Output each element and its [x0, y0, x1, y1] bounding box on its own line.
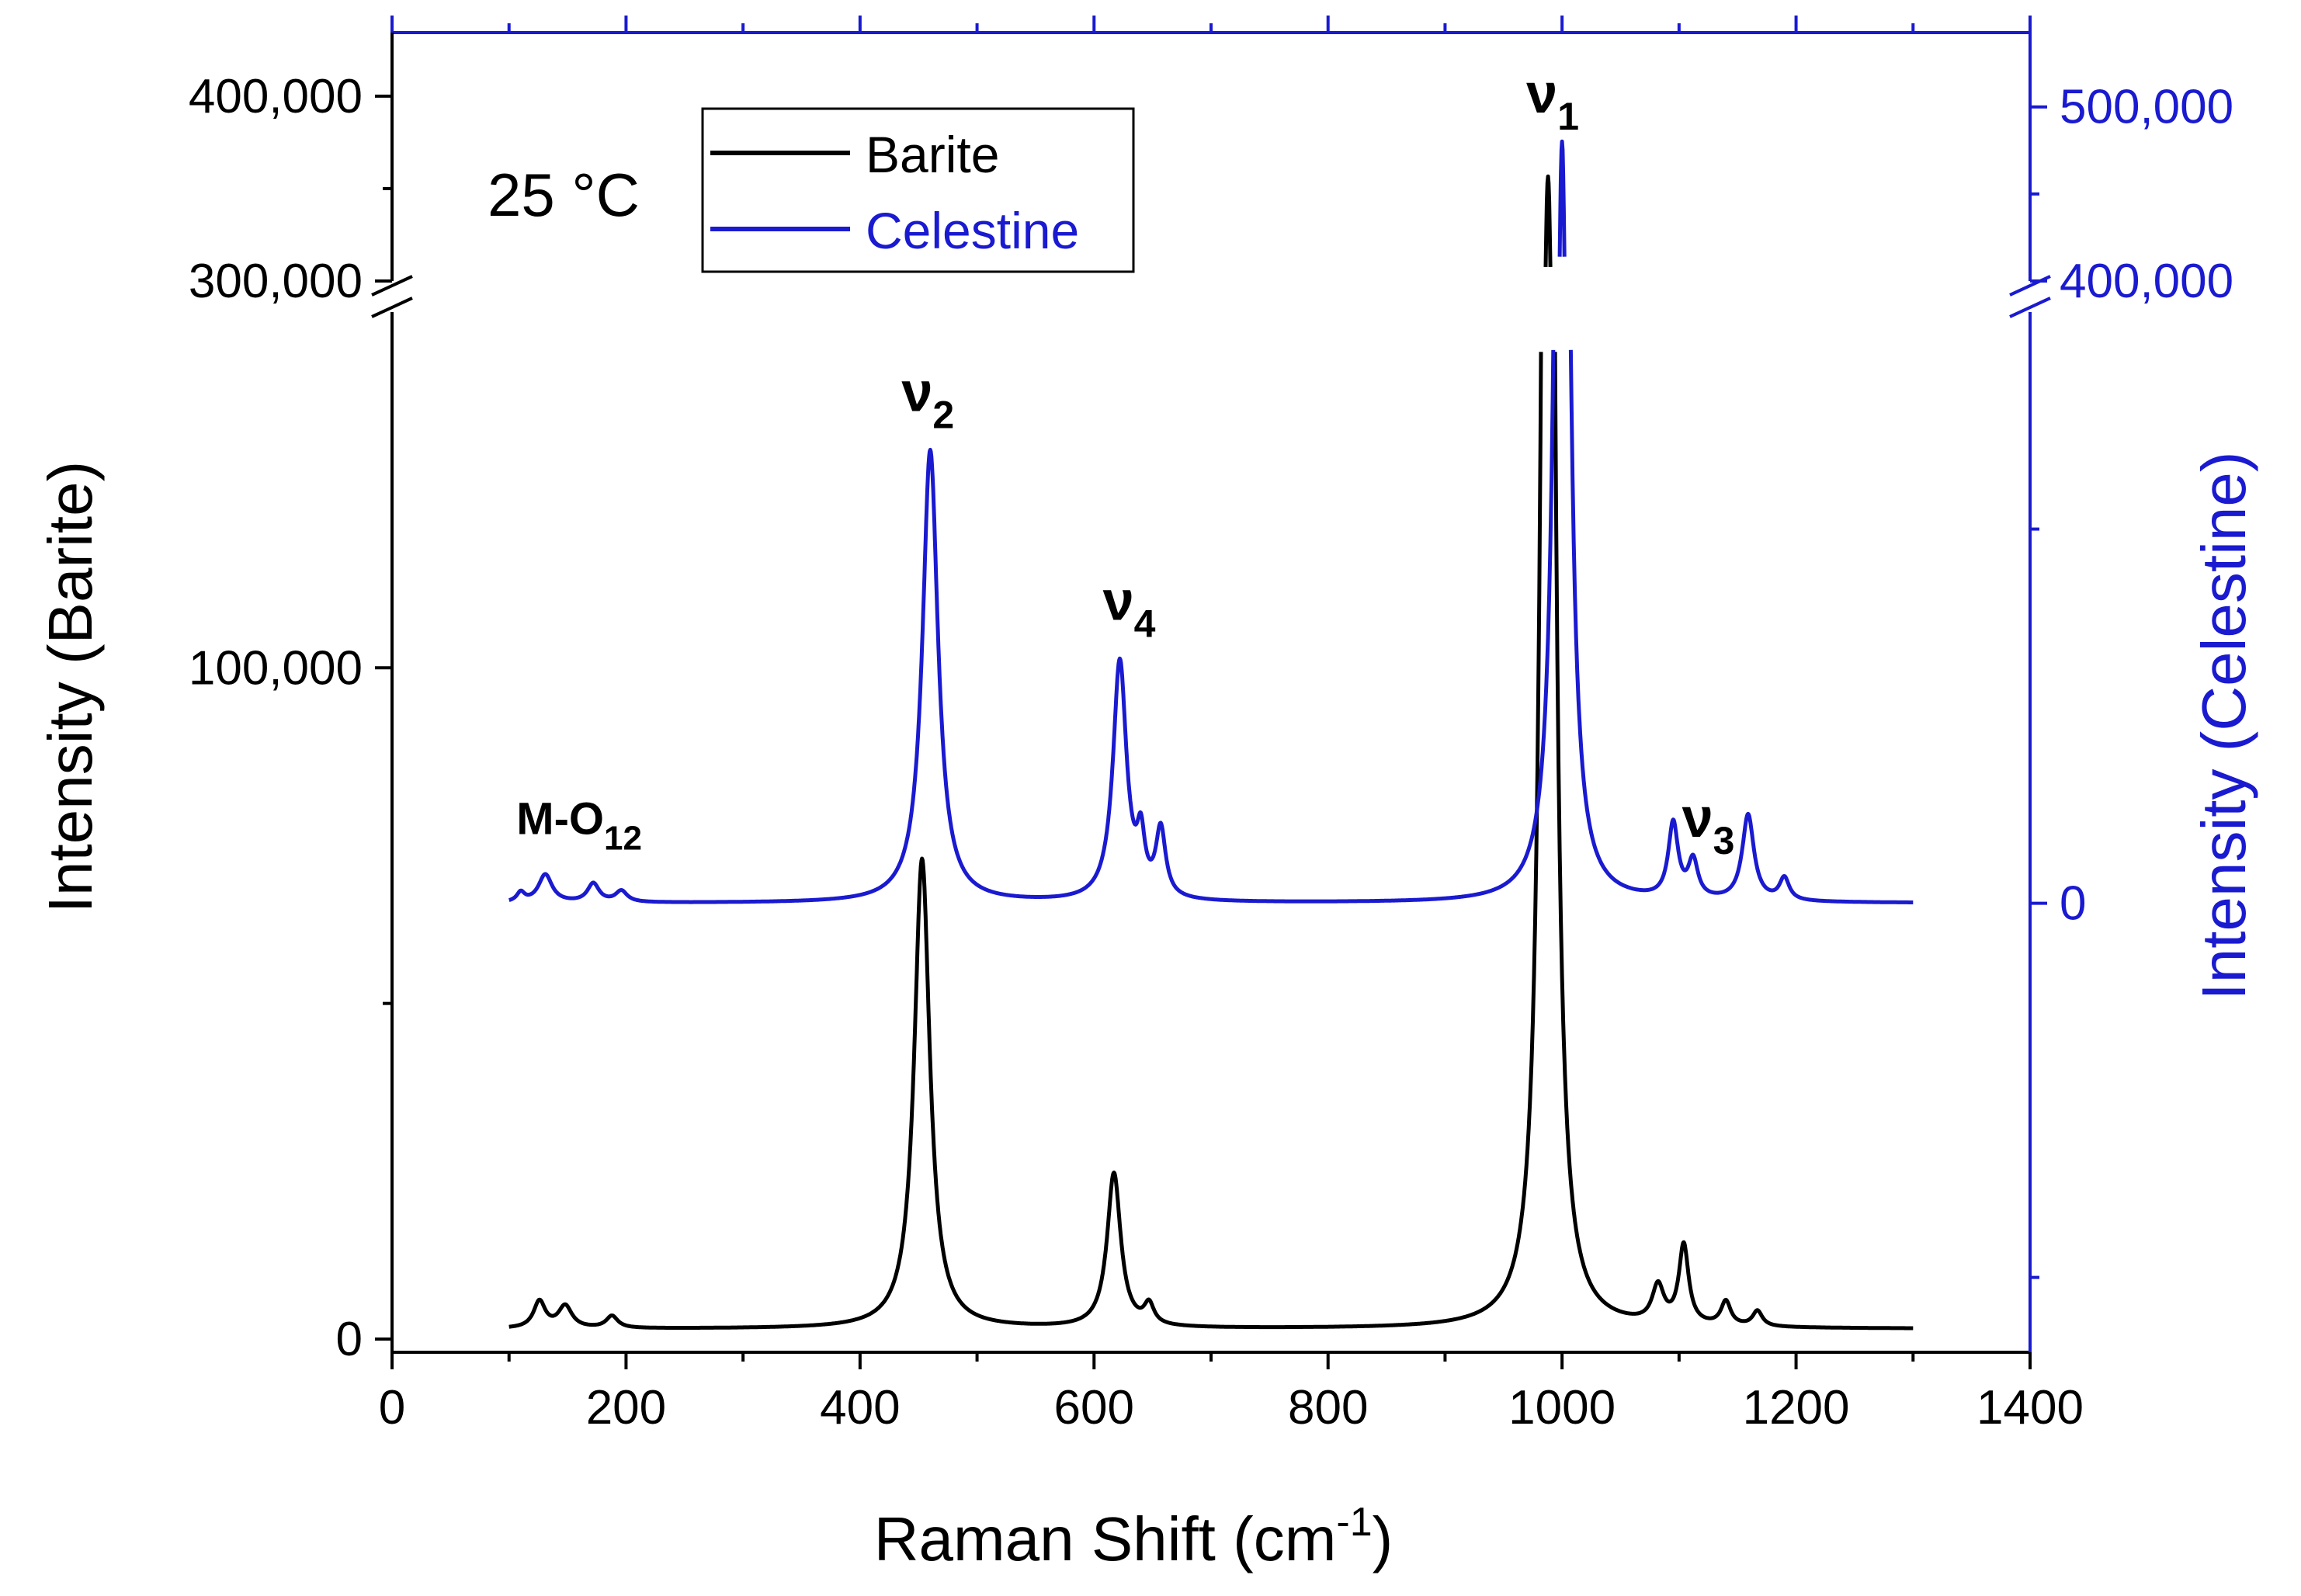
y-right-tick-label: 0 — [2060, 877, 2086, 931]
y-axis-right-break-mark-bottom — [2009, 297, 2051, 318]
x-tick-label: 0 — [379, 1381, 405, 1435]
y-left-tick-label: 100,000 — [189, 641, 363, 695]
peak-label-m-o12: M-O12 — [516, 793, 642, 857]
legend-box — [701, 107, 1135, 273]
y-axis-left-break-mark-top — [371, 275, 413, 297]
series-layer — [508, 139, 1914, 1331]
peak-label-nu3: ν3 — [1682, 787, 1735, 862]
plot-frame — [371, 31, 2051, 1354]
y-left-tick-label: 0 — [336, 1313, 363, 1366]
x-tick-label: 1400 — [1976, 1381, 2084, 1435]
y-axis-left-title: Intensity (Barite) — [36, 461, 105, 913]
legend-label-barite: Barite — [866, 126, 999, 183]
x-axis-title: Raman Shift (cm-1) — [874, 1500, 1393, 1573]
y-axis-right-title: Intensity (Celestine) — [2189, 452, 2258, 1001]
temperature-annotation: 25 °C — [488, 161, 640, 229]
legend-label-celestine: Celestine — [866, 202, 1079, 259]
x-tick-label: 400 — [820, 1381, 900, 1435]
peak-label-nu2: ν2 — [901, 361, 954, 436]
peak-label-nu4: ν4 — [1103, 570, 1156, 645]
series-line-barite — [508, 174, 1914, 1331]
labels-layer: M-O12 ν2 ν4 ν1 ν3 — [516, 63, 1734, 862]
series-line-celestine — [508, 139, 1914, 904]
y-right-tick-label: 500,000 — [2060, 81, 2233, 134]
x-tick-label: 800 — [1288, 1381, 1368, 1435]
x-tick-label: 1000 — [1508, 1381, 1616, 1435]
x-tick-label: 1200 — [1743, 1381, 1850, 1435]
y-left-tick-label: 400,000 — [189, 70, 363, 123]
y-left-tick-label: 300,000 — [189, 255, 363, 308]
legend: Barite Celestine — [701, 107, 1135, 273]
x-tick-label: 200 — [586, 1381, 666, 1435]
peak-label-nu1: ν1 — [1526, 63, 1579, 138]
axes-layer: 0 200 400 600 800 1000 1200 1400 0 100,000 300,000… — [189, 16, 2233, 1435]
y-axis-left-break-mark-bottom — [371, 297, 413, 318]
y-axis-left-break — [371, 275, 413, 318]
x-tick-label: 600 — [1054, 1381, 1134, 1435]
y-right-tick-label: 400,000 — [2060, 255, 2233, 308]
